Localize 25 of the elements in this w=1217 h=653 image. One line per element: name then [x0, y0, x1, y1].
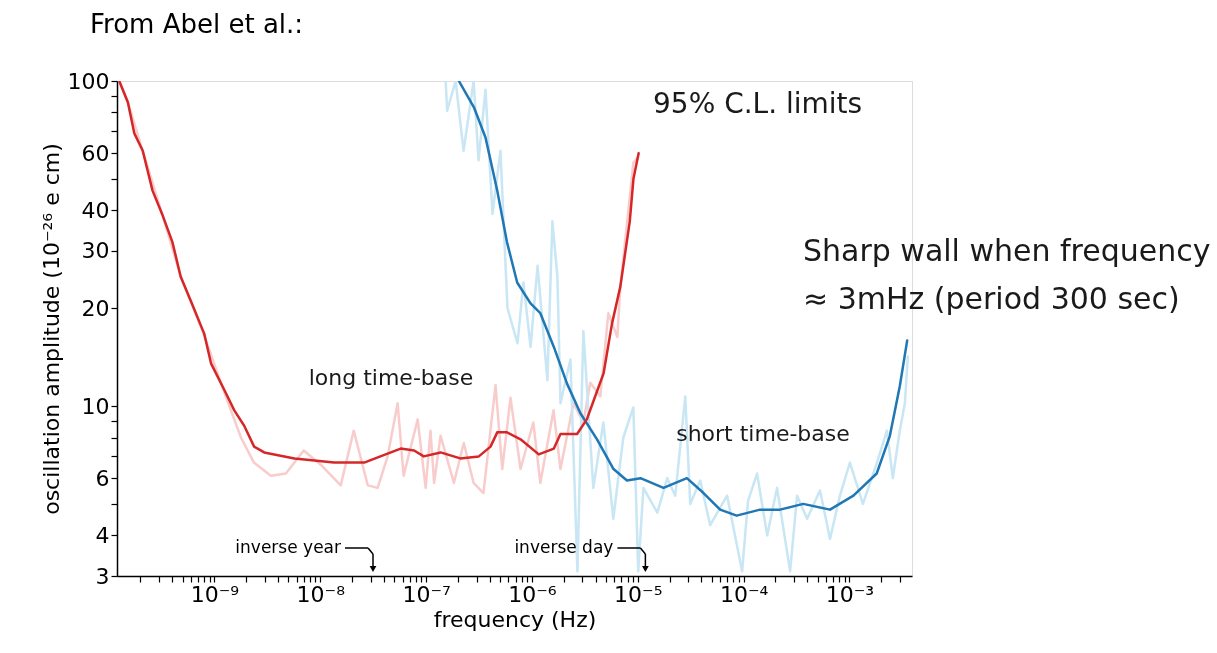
- x-tick-label: 10⁻³: [825, 581, 875, 607]
- y-tick-label: 60: [81, 140, 110, 166]
- annotation: inverse year: [235, 537, 342, 557]
- annotation: long time-base: [308, 365, 474, 390]
- y-tick-label: 10: [81, 393, 110, 419]
- x-tick-label: 10⁻⁶: [508, 581, 557, 607]
- x-axis-title: frequency (Hz): [433, 606, 597, 632]
- annotation: 95% C.L. limits: [653, 87, 863, 120]
- x-tick-label: 10⁻⁵: [614, 581, 663, 607]
- y-tick-label: 20: [81, 295, 110, 321]
- chart-title: From Abel et al.:: [90, 9, 304, 39]
- y-tick-label: 30: [81, 238, 110, 264]
- y-tick-label: 4: [95, 522, 110, 548]
- y-tick-label: 40: [81, 197, 110, 223]
- y-axis-title: oscillation amplitude (10⁻²⁶ e cm): [38, 143, 64, 515]
- x-tick-label: 10⁻⁸: [296, 581, 346, 607]
- x-tick-label: 10⁻⁴: [719, 581, 769, 607]
- x-tick-label: 10⁻⁷: [402, 581, 451, 607]
- x-tick-label: 10⁻⁹: [190, 581, 240, 607]
- y-tick-label: 100: [67, 68, 110, 94]
- y-tick-label: 3: [95, 563, 110, 589]
- annotation: short time-base: [676, 421, 850, 446]
- y-tick-label: 6: [95, 465, 110, 491]
- annotation: Sharp wall when frequency ≈ 3mHz (period 300 sec): [803, 233, 1211, 316]
- annotation: inverse day: [514, 537, 614, 557]
